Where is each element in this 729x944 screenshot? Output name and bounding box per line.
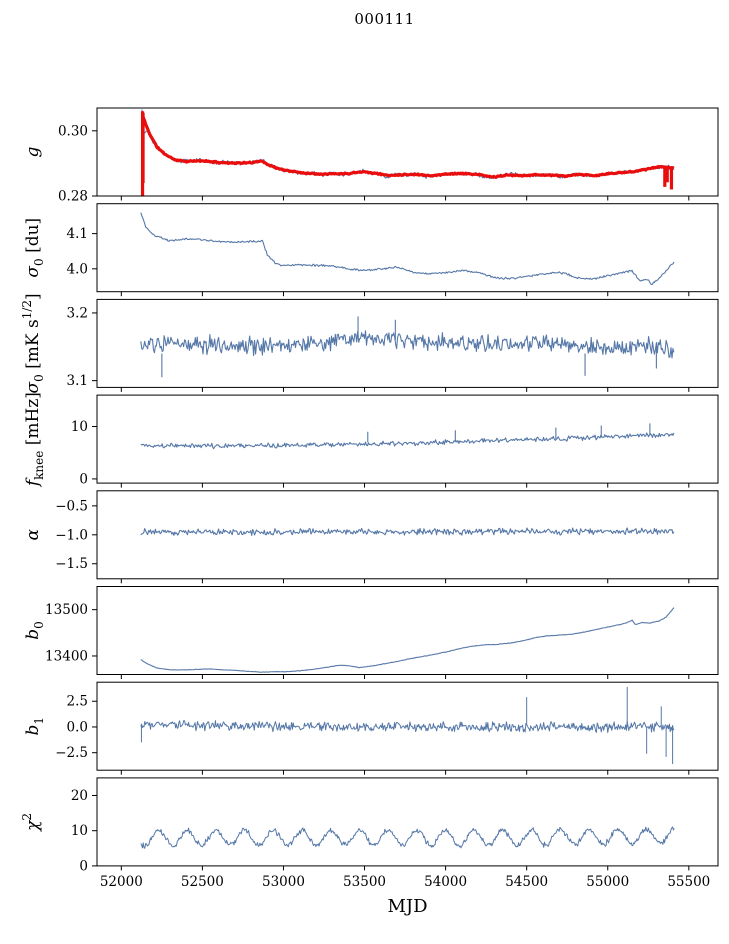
chi2-line <box>140 826 675 849</box>
x-tick-label: 53000 <box>262 874 305 890</box>
y-tick-label: −2.5 <box>55 745 88 761</box>
subplot-alpha: −0.5 −1.0 −1.5 α <box>23 490 719 584</box>
y-axis-label-fknee: fknee [mHz] <box>23 392 46 488</box>
y-tick-label: 13500 <box>45 602 88 618</box>
x-tick-label: 52000 <box>100 874 143 890</box>
y-tick-label: 10 <box>71 419 88 435</box>
x-tick-label: 54000 <box>424 874 467 890</box>
axes-frame <box>96 298 719 388</box>
x-tick-label: 53500 <box>343 874 386 890</box>
plot-area-g <box>140 109 675 196</box>
g-raw <box>141 129 675 180</box>
subplot-b1: 2.5 0.0 −2.5 b1 <box>23 681 719 775</box>
x-tick-label: 54500 <box>505 874 548 890</box>
plot-area-b0 <box>140 607 675 673</box>
plot-area-fknee <box>140 423 675 450</box>
y-axis-label-b0: b0 <box>23 621 46 640</box>
y-tick-label: 4.0 <box>67 261 88 277</box>
plot-area-alpha <box>140 527 675 536</box>
alpha-line <box>140 527 675 536</box>
x-axis-label: MJD <box>387 896 428 917</box>
y-tick-label: 0 <box>79 471 88 487</box>
plot-area-sigma0-mks <box>140 316 675 378</box>
x-tick-label: 55000 <box>586 874 629 890</box>
y-tick-label: 4.1 <box>67 226 88 242</box>
y-axis-label-alpha: α <box>23 529 43 541</box>
b1-line <box>140 720 675 733</box>
axes-frame <box>96 586 719 675</box>
axes-frame <box>96 777 719 867</box>
y-tick-label: 3.1 <box>67 373 88 389</box>
y-axis-label-b1: b1 <box>23 717 46 736</box>
y-axis-label-g: g <box>23 146 43 157</box>
sigma0-du-line <box>140 212 675 286</box>
subplot-sigma0-mks: 3.2 3.1 σ0 [mK s1/2] <box>20 293 719 393</box>
y-tick-label: 10 <box>71 823 88 839</box>
subplot-b0: 13500 13400 b0 <box>23 586 719 679</box>
y-tick-label: 0 <box>79 858 88 874</box>
fknee-line <box>140 432 675 450</box>
y-tick-label: −1.0 <box>55 527 88 543</box>
g-smoothed <box>141 115 675 179</box>
y-tick-label: 3.2 <box>67 305 88 321</box>
y-tick-label: 13400 <box>45 648 88 664</box>
axes-frame <box>96 394 719 484</box>
sigma0-mks-line <box>140 330 675 359</box>
y-axis-label-sigma0-du: σ0 [du] <box>23 218 46 278</box>
plot-area-sigma0-du <box>140 212 675 286</box>
b0-line <box>140 607 675 673</box>
y-axis-label-chi2: χ2 <box>20 813 43 832</box>
axes-frame <box>96 681 719 771</box>
subplot-g: 0.30 0.28 g <box>23 107 719 205</box>
plot-area-chi2 <box>140 826 675 849</box>
x-tick-label: 52500 <box>181 874 224 890</box>
y-tick-label: 20 <box>71 788 88 804</box>
plot-area-b1 <box>140 686 675 765</box>
y-tick-label: 0.30 <box>58 123 88 139</box>
y-tick-label: −1.5 <box>55 556 88 572</box>
axes-frame <box>96 203 719 293</box>
y-axis-label-sigma0-mks: σ0 [mK s1/2] <box>20 293 46 393</box>
axes-frame <box>96 490 719 580</box>
y-tick-label: 2.5 <box>67 694 88 710</box>
y-tick-label: 0.28 <box>58 189 88 205</box>
subplot-sigma0-du: 4.1 4.0 σ0 [du] <box>23 203 719 297</box>
figure-title: 000111 <box>354 10 415 28</box>
subplot-chi2: 20 10 0 52000 52500 53000 53500 54000 54500 55000… <box>20 777 719 890</box>
axes-frame <box>96 107 719 197</box>
x-tick-label: 55500 <box>667 874 710 890</box>
y-tick-label: −0.5 <box>55 498 88 514</box>
subplot-fknee: 10 0 fknee [mHz] <box>23 392 719 488</box>
y-tick-label: 0.0 <box>67 719 88 735</box>
